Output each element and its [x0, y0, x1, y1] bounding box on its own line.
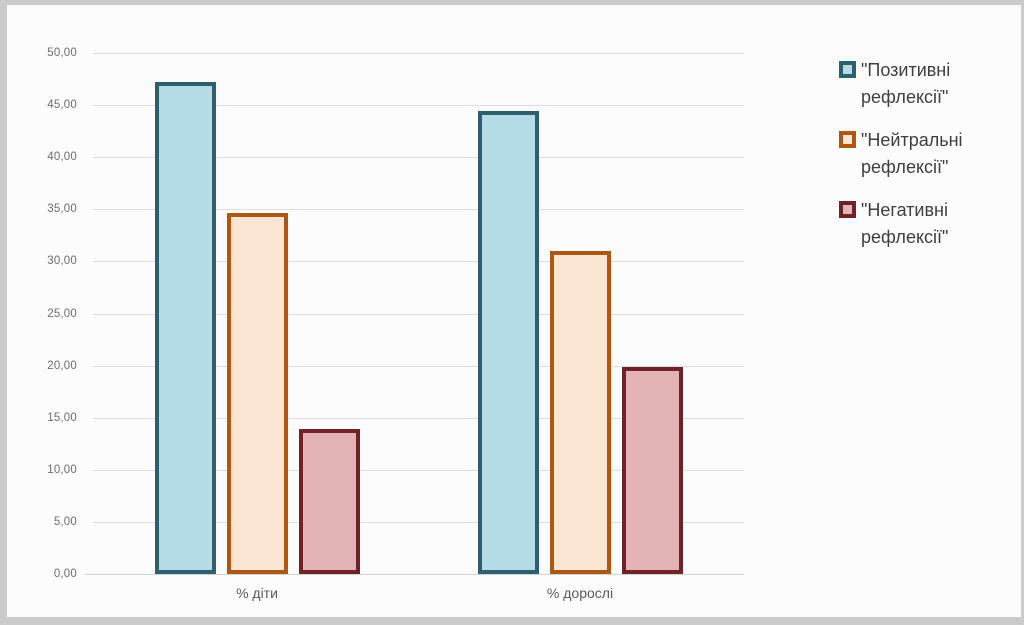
y-tick-label: 45,00	[47, 99, 77, 112]
bar-positive-reflections-adults	[477, 111, 539, 574]
legend: "Позитивні рефлексії" "Нейтральні рефлексії…	[839, 57, 1024, 267]
legend-item-neutral-reflections: "Нейтральні рефлексії"	[839, 127, 1024, 181]
y-tick-label: 20,00	[47, 359, 77, 372]
legend-label-line: рефлексії"	[861, 157, 949, 177]
x-category-label-adults: % дорослі	[546, 585, 614, 601]
gridline	[93, 157, 744, 159]
legend-swatch-neutral-reflections	[839, 131, 856, 148]
bar-positive-reflections-children	[154, 82, 216, 574]
legend-label-neutral-reflections: "Нейтральні рефлексії"	[861, 127, 963, 181]
bar-neutral-reflections-adults	[549, 250, 611, 574]
gridline	[93, 261, 744, 263]
bar-neutral-reflections-children	[226, 213, 288, 574]
y-tick-label: 40,00	[47, 151, 77, 164]
legend-label-line: "Позитивні	[861, 60, 951, 80]
y-tick-label: 5,00	[53, 515, 77, 528]
gridline	[93, 417, 744, 419]
legend-label-line: "Негативні	[861, 200, 948, 220]
y-tick-label: 0,00	[53, 568, 77, 580]
y-tick-label: 25,00	[47, 307, 77, 320]
legend-label-positive-reflections: "Позитивні рефлексії"	[861, 57, 950, 111]
legend-label-negative-reflections: "Негативні рефлексії"	[861, 197, 948, 251]
x-category-label-children: % діти	[236, 585, 278, 601]
y-tick-label: 35,00	[47, 203, 77, 216]
chart-panel: 0,00 5,00 10,00 15,00 20,00 25,00 30,00 35,00 40…	[7, 5, 1021, 617]
legend-item-positive-reflections: "Позитивні рефлексії"	[839, 57, 1024, 111]
legend-label-line: "Нейтральні	[861, 130, 963, 150]
legend-item-negative-reflections: "Негативні рефлексії"	[839, 197, 1024, 251]
legend-swatch-positive-reflections	[839, 61, 856, 78]
gridline	[93, 521, 744, 523]
gridline	[93, 313, 744, 315]
legend-swatch-negative-reflections	[839, 201, 856, 218]
y-tick-label: 30,00	[47, 255, 77, 268]
y-tick-label: 10,00	[47, 463, 77, 476]
plot-area	[85, 53, 744, 575]
bar-negative-reflections-children	[298, 429, 360, 574]
gridline	[93, 105, 744, 107]
gridline	[93, 469, 744, 471]
gridline	[93, 53, 744, 54]
bar-negative-reflections-adults	[621, 366, 683, 574]
legend-label-line: рефлексії"	[861, 87, 949, 107]
gridline	[93, 209, 744, 211]
legend-label-line: рефлексії"	[861, 227, 949, 247]
y-tick-label: 50,00	[47, 47, 77, 59]
gridline	[93, 365, 744, 367]
y-tick-label: 15,00	[47, 411, 77, 424]
